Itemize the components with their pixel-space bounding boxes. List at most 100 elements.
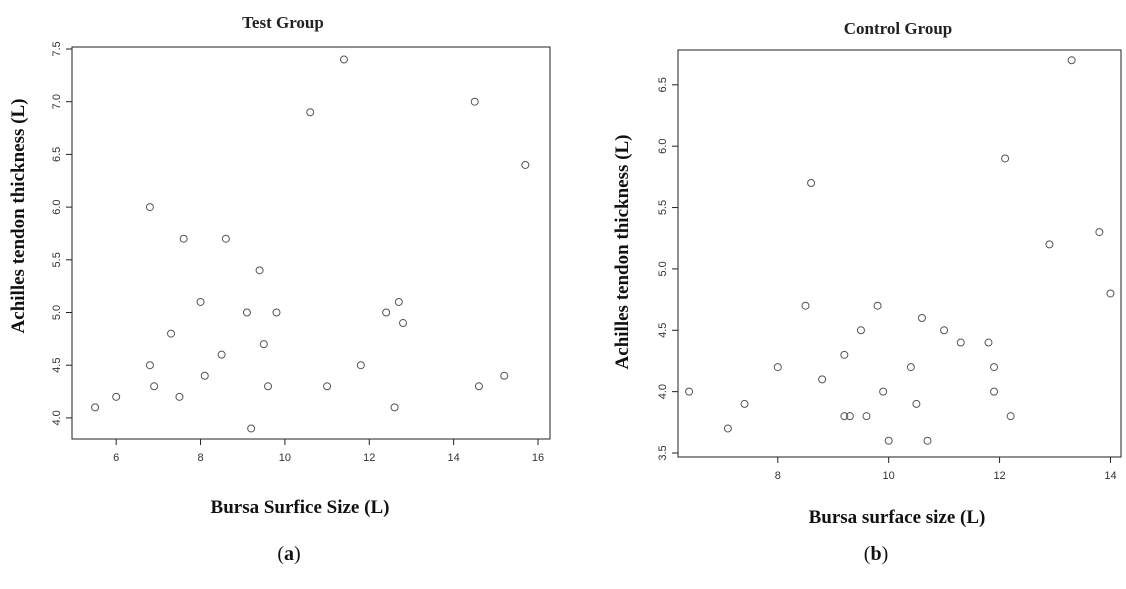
panel-b-x-tick-label: 8 (775, 470, 781, 482)
panel-a-y-axis-title: Achilles tendon thickness (L) (8, 99, 29, 334)
panel-b-x-tick-label: 14 (1104, 470, 1116, 482)
panel-a-y-tick-label: 4.0 (51, 410, 63, 425)
panel-a-data-point (382, 308, 391, 317)
panel-a-y-tick-label: 4.5 (51, 358, 63, 373)
panel-b-data-point (956, 338, 965, 347)
panel-b-data-point (740, 399, 749, 408)
panel-a-data-point (394, 297, 403, 306)
panel-a-data-point (390, 403, 399, 412)
panel-b-y-axis-title: Achilles tendon thickness (L) (612, 135, 633, 370)
panel-a-data-point (145, 203, 154, 212)
panel-b-data-point (906, 363, 915, 372)
panel-b-data-point (840, 350, 849, 359)
panel-b-data-point (1001, 154, 1010, 163)
panel-a-data-point (521, 160, 530, 169)
panel-b-x-tick-label: 10 (883, 470, 895, 482)
panel-b-data-point (685, 387, 694, 396)
panel-a-data-point (145, 361, 154, 370)
panel-a: Test Group 6 8 10 12 14 16 4.0 4.5 5.0 5.5 6.0 6.5 7… (8, 13, 551, 565)
panel-a-data-point (179, 234, 188, 243)
panel-a-data-point (167, 329, 176, 338)
caption-letter: a (284, 543, 294, 565)
panel-b-title: Control Group (844, 19, 952, 38)
panel-b-data-point (990, 387, 999, 396)
caption-paren-open: ( (864, 543, 871, 565)
panel-b-y-tick-label: 6.0 (657, 139, 669, 154)
panel-a-x-tick-label: 6 (113, 452, 119, 464)
panel-b-data-point (917, 314, 926, 322)
panel-b-caption-text: (b) (864, 543, 888, 565)
panel-a-data-point (470, 97, 479, 106)
panel-a-data-point (217, 350, 226, 359)
panel-b-data-point (884, 436, 893, 445)
panel-b-data-point (984, 338, 993, 347)
panel-a-data-point (150, 382, 159, 391)
panel-b: Control Group 8 10 12 14 3.5 4.0 4.5 5.0 5.5 6.0 6… (612, 19, 1122, 565)
panel-b-data-point (818, 375, 827, 384)
panel-a-y-tick-label: 6.0 (51, 199, 63, 214)
panel-a-data-point (112, 392, 121, 401)
panel-a-plot-frame (71, 46, 551, 440)
panel-a-data-point (91, 403, 100, 412)
panel-b-points (685, 56, 1115, 445)
panel-b-data-point (845, 412, 854, 421)
panel-a-x-tick-label: 16 (532, 452, 544, 464)
panel-a-x-tick-label: 8 (197, 452, 203, 464)
panel-b-y-tick-label: 4.0 (657, 384, 669, 399)
panel-b-data-point (862, 412, 871, 421)
panel-b-data-point (856, 326, 865, 335)
panel-b-y-tick-label: 4.5 (657, 323, 669, 338)
panel-a-data-point (399, 319, 408, 328)
panel-a-y-tick-label: 6.5 (51, 147, 63, 162)
panel-a-x-tick-label: 12 (363, 452, 375, 464)
panel-b-y-tick-label: 6.5 (657, 77, 669, 92)
panel-a-data-point (247, 424, 256, 433)
panel-a-x-axis-title: Bursa Surfice Size (L) (211, 497, 390, 518)
panel-a-y-tick-label: 5.5 (51, 252, 63, 267)
panel-b-data-point (807, 179, 816, 187)
panel-a-data-point (221, 234, 230, 243)
panel-b-data-point (873, 301, 882, 310)
panel-b-data-point (840, 412, 849, 421)
panel-b-data-point (923, 436, 932, 445)
panel-a-data-point (196, 297, 205, 306)
caption-letter: b (870, 543, 881, 565)
panel-a-y-tick-label: 5.0 (51, 305, 63, 320)
panel-b-y-tick-label: 5.5 (657, 200, 669, 215)
panel-a-data-point (200, 371, 209, 380)
panel-a-data-point (272, 308, 281, 317)
panel-b-data-point (1067, 56, 1076, 65)
panel-b-plot-frame (677, 49, 1122, 458)
panel-a-ticks: 6 8 10 12 14 16 4.0 4.5 5.0 5.5 6.0 6.5 7.0 7.5 (51, 41, 544, 464)
panel-b-data-point (1045, 240, 1054, 249)
panel-a-data-point (356, 361, 365, 370)
panel-a-data-point (259, 340, 268, 349)
caption-paren-open: ( (277, 543, 284, 565)
panel-b-caption: (b) (864, 543, 888, 565)
panel-b-data-point (912, 399, 921, 408)
panel-b-data-point (773, 363, 782, 372)
caption-paren-close: ) (294, 543, 301, 565)
panel-a-y-tick-label: 7.0 (51, 94, 63, 109)
panel-b-data-point (1106, 289, 1115, 298)
panel-a-caption: (a) (277, 543, 300, 565)
panel-b-data-point (879, 387, 888, 396)
panel-a-caption-text: (a) (277, 543, 300, 565)
panel-a-y-tick-label: 7.5 (51, 41, 63, 56)
panel-a-data-point (500, 371, 509, 380)
panel-b-y-tick-label: 5.0 (657, 261, 669, 276)
panel-a-points (91, 55, 530, 433)
panel-b-data-point (990, 363, 999, 372)
panel-b-data-point (1095, 228, 1104, 237)
panel-a-data-point (474, 382, 483, 391)
panel-a-data-point (175, 392, 184, 401)
panel-a-data-point (339, 55, 348, 64)
panel-a-data-point (264, 382, 273, 391)
panel-a-data-point (323, 382, 332, 391)
panel-b-x-axis-title: Bursa surface size (L) (809, 507, 986, 528)
panel-a-title: Test Group (242, 13, 324, 32)
panel-a-x-tick-label: 14 (448, 452, 460, 464)
panel-a-x-tick-label: 10 (279, 452, 291, 464)
panel-a-data-point (255, 266, 264, 275)
